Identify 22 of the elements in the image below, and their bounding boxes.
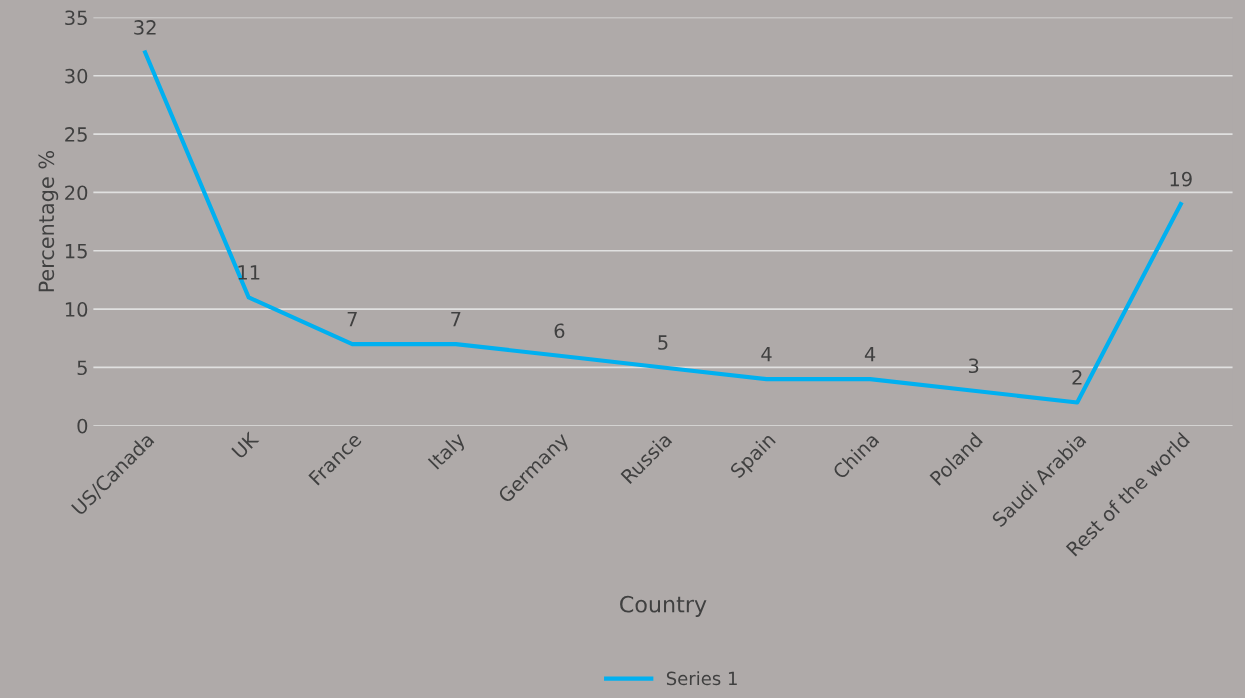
legend-label: Series 1: [666, 671, 737, 686]
y-tick-label: 25: [65, 127, 87, 142]
data-label: 19: [1170, 171, 1192, 187]
y-tick-label: 5: [77, 360, 87, 376]
y-tick-label: 15: [65, 243, 87, 259]
x-tick-label: UK: [231, 430, 260, 460]
y-tick-label: 10: [65, 302, 88, 317]
y-tick-label: 0: [77, 418, 88, 434]
y-axis-title: Percentage %: [38, 150, 59, 292]
y-tick-label: 30: [65, 68, 88, 84]
data-label: 4: [761, 347, 772, 362]
y-tick-label: 20: [65, 185, 88, 201]
data-label: 4: [864, 347, 876, 362]
data-label: 3: [968, 358, 979, 374]
x-axis-title: Country: [620, 595, 707, 617]
data-label: 5: [658, 335, 668, 350]
data-label: 7: [451, 312, 461, 327]
y-tick-label: 35: [65, 10, 87, 26]
data-label: 32: [134, 20, 156, 35]
data-label: 2: [1072, 370, 1082, 385]
data-label: 6: [554, 323, 565, 339]
data-label: 7: [347, 312, 357, 327]
